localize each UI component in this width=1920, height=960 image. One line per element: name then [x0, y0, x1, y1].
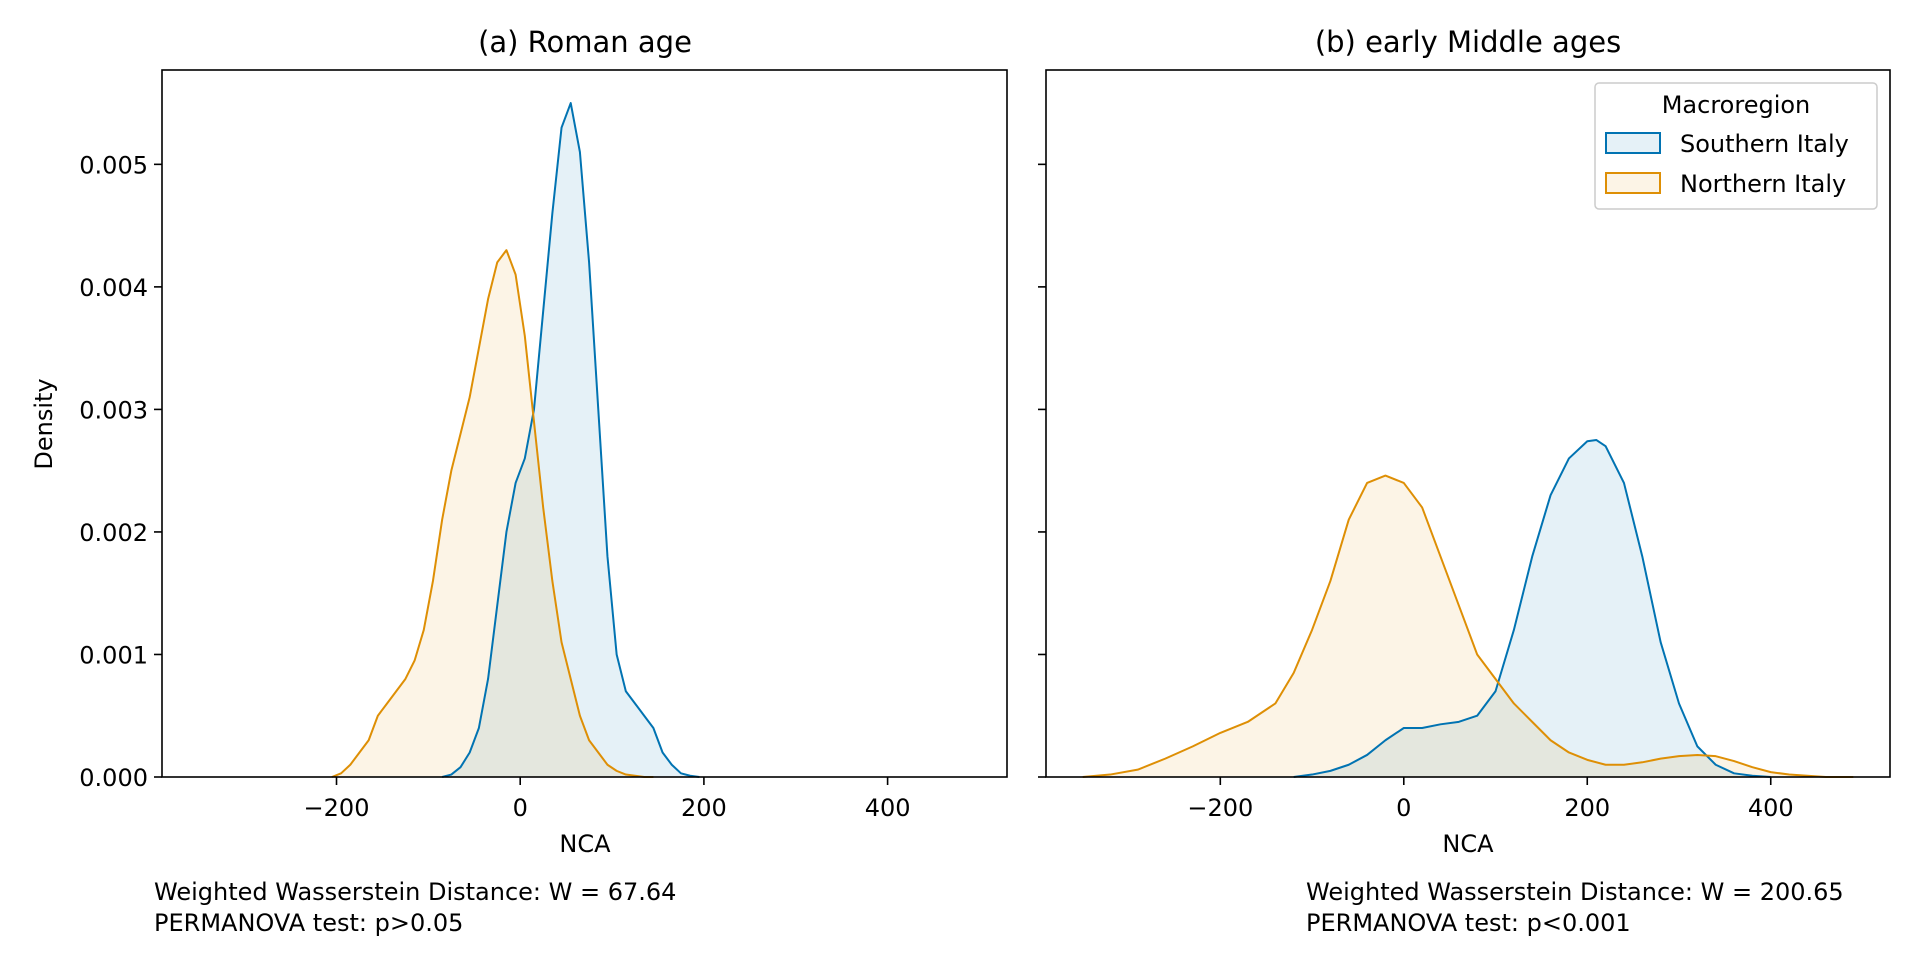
y-tick-label: 0.004	[79, 274, 148, 302]
x-tick-label: 400	[865, 794, 911, 822]
legend: Macroregion Southern Italy Northern Ital…	[1594, 82, 1878, 210]
permanova-annotation: PERMANOVA test: p<0.001	[1306, 909, 1631, 937]
x-tick-label: 200	[1564, 794, 1610, 822]
density-area-southern-italy	[1293, 440, 1771, 777]
x-tick-label: 0	[1396, 794, 1411, 822]
legend-title: Macroregion	[1662, 91, 1811, 119]
x-axis-label: NCA	[559, 830, 611, 858]
y-tick-label: 0.005	[79, 151, 148, 179]
x-axis-label: NCA	[1442, 830, 1494, 858]
x-tick-label: −200	[304, 794, 370, 822]
y-tick-label: 0.001	[79, 641, 148, 669]
density-area-northern-italy	[331, 250, 654, 777]
plot-frame	[1045, 69, 1891, 778]
permanova-annotation: PERMANOVA test: p>0.05	[154, 909, 463, 937]
x-tick-label: 400	[1748, 794, 1794, 822]
x-tick-label: −200	[1187, 794, 1253, 822]
legend-label-southern-italy: Southern Italy	[1680, 130, 1849, 158]
y-axis-label: Density	[30, 378, 58, 469]
panel-title: (a) Roman age	[478, 25, 692, 59]
x-tick-label: 200	[681, 794, 727, 822]
panel-early-middle-ages: (b) early Middle ages −200 0 200 400 NCA We…	[1038, 25, 1891, 937]
density-line-southern-italy	[1293, 439, 1771, 778]
y-tick-label: 0.000	[79, 764, 148, 792]
density-area-northern-italy	[1082, 475, 1854, 777]
density-line-northern-italy	[1082, 474, 1854, 778]
density-area-southern-italy	[442, 103, 700, 777]
y-tick-label: 0.003	[79, 396, 148, 424]
density-line-northern-italy	[331, 249, 654, 778]
plot-frame	[161, 69, 1008, 778]
x-tick-label: 0	[513, 794, 528, 822]
wasserstein-annotation: Weighted Wasserstein Distance: W = 200.6…	[1306, 878, 1844, 906]
legend-swatch-southern-italy	[1605, 132, 1661, 154]
panel-roman-age: (a) Roman age −200 0 200 400 0.000 0.001 0.002…	[30, 25, 1008, 937]
y-tick-label: 0.002	[79, 519, 148, 547]
legend-swatch-northern-italy	[1605, 172, 1661, 194]
wasserstein-annotation: Weighted Wasserstein Distance: W = 67.64	[154, 878, 676, 906]
legend-box	[1594, 82, 1878, 210]
panel-title: (b) early Middle ages	[1315, 25, 1621, 59]
density-line-southern-italy	[441, 102, 700, 778]
legend-label-northern-italy: Northern Italy	[1680, 170, 1846, 198]
